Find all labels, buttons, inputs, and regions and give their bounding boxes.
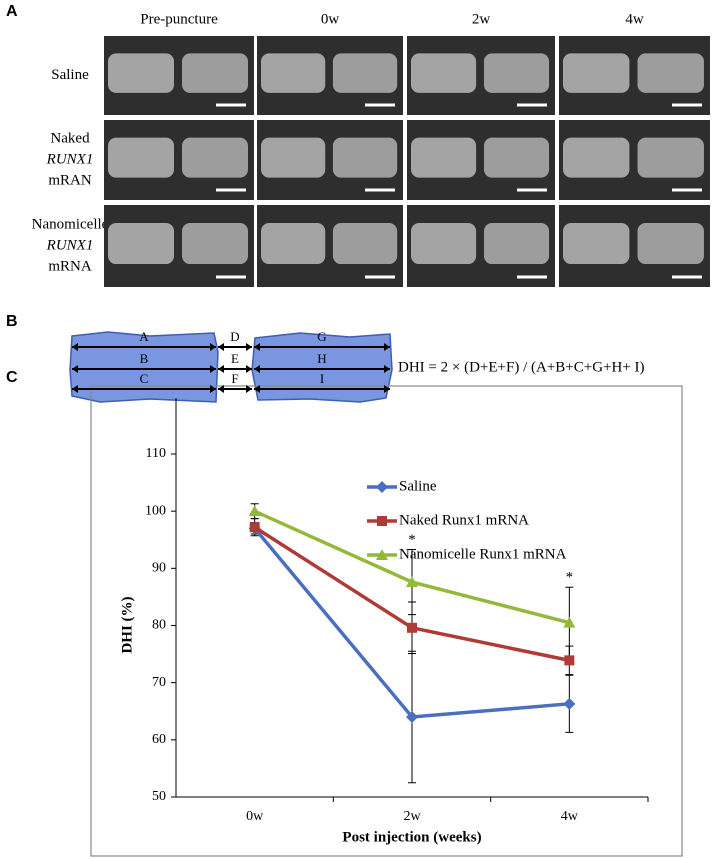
vertebra	[563, 137, 630, 178]
row-label: mRAN	[48, 172, 92, 188]
legend-label: Nanomicelle Runx1 mRNA	[399, 546, 567, 562]
y-tick-label: 90	[152, 561, 166, 576]
vertebra	[411, 53, 477, 93]
segment-label: D	[230, 329, 239, 344]
row-label: RUNX1	[46, 237, 94, 253]
vertebra	[108, 137, 174, 178]
row-label: mRNA	[48, 258, 92, 274]
vertebra	[637, 223, 704, 265]
marker	[563, 697, 576, 710]
vertebra	[411, 137, 477, 178]
row-label: Nanomicelle	[32, 216, 109, 232]
vertebra	[483, 53, 550, 93]
y-axis-title: DHI (%)	[119, 596, 135, 653]
segment-label: C	[140, 371, 149, 386]
legend-marker	[376, 549, 388, 560]
row-label: RUNX1	[46, 151, 94, 167]
marker	[564, 655, 575, 666]
legend-marker	[376, 481, 388, 493]
vertebra	[637, 137, 704, 178]
y-tick-label: 80	[152, 618, 166, 633]
vertebra	[411, 223, 477, 265]
segment-label: I	[320, 371, 324, 386]
vertebra	[332, 53, 398, 93]
panel-label: A	[6, 3, 18, 20]
vertebra	[261, 137, 326, 178]
column-header: 2w	[472, 11, 491, 27]
marker	[563, 616, 576, 628]
annotation: *	[566, 570, 574, 586]
marker	[406, 576, 418, 588]
y-tick-label: 60	[152, 732, 166, 747]
marker	[407, 622, 417, 633]
panel-label: B	[6, 313, 18, 330]
vertebra	[637, 53, 704, 93]
formula: DHI = 2 × (D+E+F) / (A+B+C+G+H+ I)	[398, 359, 645, 375]
vertebra	[182, 53, 248, 93]
vertebra	[332, 137, 398, 178]
segment-label: F	[231, 371, 238, 386]
marker	[248, 505, 261, 517]
vertebra	[332, 223, 398, 265]
segment-label: H	[317, 351, 326, 366]
y-tick-label: 70	[152, 675, 166, 690]
legend-marker	[377, 516, 387, 526]
row-label: Saline	[51, 67, 89, 83]
vertebra-shape	[69, 331, 219, 403]
row-label: Naked	[50, 130, 90, 146]
x-tick-label: 4w	[561, 809, 579, 824]
marker	[406, 710, 418, 723]
vertebra	[182, 223, 248, 265]
y-tick-label: 50	[152, 789, 166, 804]
vertebra	[483, 223, 550, 265]
segment-label: B	[140, 351, 149, 366]
annotation: *	[408, 532, 416, 548]
legend-label: Naked Runx1 mRNA	[399, 512, 529, 528]
legend-label: Saline	[399, 478, 437, 494]
panel-label: C	[6, 369, 18, 386]
vertebra	[108, 223, 174, 265]
y-tick-label: 100	[145, 503, 166, 518]
x-tick-label: 0w	[246, 809, 264, 824]
column-header: Pre-puncture	[140, 11, 218, 27]
vertebra	[108, 53, 174, 93]
vertebra	[563, 53, 630, 93]
vertebra	[261, 53, 326, 93]
y-tick-label: 110	[146, 446, 166, 461]
column-header: 4w	[625, 11, 644, 27]
vertebra	[182, 137, 248, 178]
vertebra	[563, 223, 630, 265]
chart-frame	[90, 385, 683, 857]
segment-label: G	[317, 329, 326, 344]
x-axis-title: Post injection (weeks)	[342, 829, 481, 845]
segment-label: E	[231, 351, 239, 366]
vertebra	[261, 223, 326, 265]
marker	[249, 522, 260, 533]
segment-label: A	[139, 329, 149, 344]
vertebra	[483, 137, 550, 178]
column-header: 0w	[321, 11, 340, 27]
x-tick-label: 2w	[403, 809, 421, 824]
